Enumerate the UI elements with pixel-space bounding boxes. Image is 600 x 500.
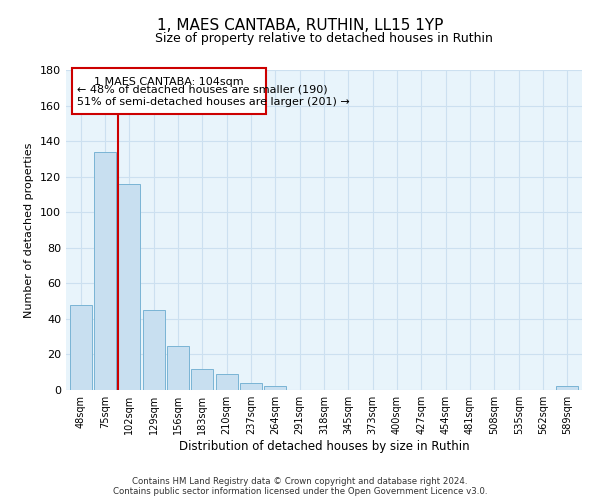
- Bar: [118, 184, 140, 390]
- Bar: [143, 310, 164, 390]
- Text: 1, MAES CANTABA, RUTHIN, LL15 1YP: 1, MAES CANTABA, RUTHIN, LL15 1YP: [157, 18, 443, 32]
- Bar: [70, 304, 92, 390]
- X-axis label: Distribution of detached houses by size in Ruthin: Distribution of detached houses by size …: [179, 440, 469, 453]
- Bar: [215, 374, 238, 390]
- Bar: [240, 383, 262, 390]
- Bar: [556, 386, 578, 390]
- Text: Contains public sector information licensed under the Open Government Licence v3: Contains public sector information licen…: [113, 487, 487, 496]
- Bar: [191, 368, 213, 390]
- FancyBboxPatch shape: [72, 68, 266, 114]
- Bar: [167, 346, 189, 390]
- Bar: [94, 152, 116, 390]
- Text: 51% of semi-detached houses are larger (201) →: 51% of semi-detached houses are larger (…: [77, 96, 350, 106]
- Text: ← 48% of detached houses are smaller (190): ← 48% of detached houses are smaller (19…: [77, 84, 328, 94]
- Bar: [265, 386, 286, 390]
- Text: Contains HM Land Registry data © Crown copyright and database right 2024.: Contains HM Land Registry data © Crown c…: [132, 477, 468, 486]
- Title: Size of property relative to detached houses in Ruthin: Size of property relative to detached ho…: [155, 32, 493, 45]
- Text: 1 MAES CANTABA: 104sqm: 1 MAES CANTABA: 104sqm: [94, 77, 244, 87]
- Y-axis label: Number of detached properties: Number of detached properties: [25, 142, 34, 318]
